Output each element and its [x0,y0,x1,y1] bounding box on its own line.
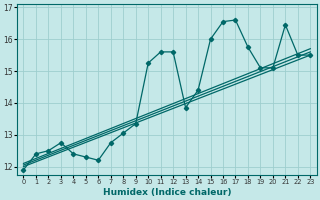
X-axis label: Humidex (Indice chaleur): Humidex (Indice chaleur) [103,188,231,197]
